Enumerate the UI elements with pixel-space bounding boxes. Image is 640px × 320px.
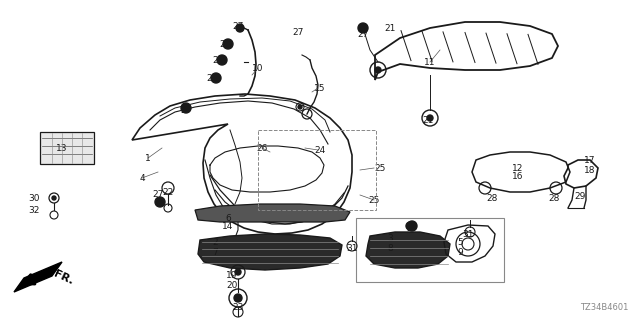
- Polygon shape: [198, 234, 342, 270]
- Circle shape: [181, 103, 191, 113]
- Text: 4: 4: [139, 173, 145, 182]
- Text: 27: 27: [180, 106, 192, 115]
- Text: 27: 27: [220, 39, 230, 49]
- Circle shape: [427, 115, 433, 121]
- Text: 27: 27: [206, 74, 218, 83]
- Bar: [356, 218, 504, 282]
- Text: 27: 27: [406, 223, 418, 233]
- Circle shape: [52, 196, 56, 200]
- Text: 24: 24: [314, 146, 326, 155]
- Text: 9: 9: [457, 247, 463, 257]
- Bar: [40, 132, 94, 164]
- Text: 31: 31: [462, 229, 474, 238]
- Text: 21: 21: [384, 23, 396, 33]
- Text: 28: 28: [548, 194, 560, 203]
- Text: 32: 32: [28, 205, 40, 214]
- Text: 5: 5: [457, 237, 463, 246]
- Text: 10: 10: [252, 63, 264, 73]
- Text: 12: 12: [512, 164, 524, 172]
- Polygon shape: [14, 262, 62, 292]
- Text: 6: 6: [225, 213, 231, 222]
- Text: 31: 31: [346, 244, 358, 252]
- Text: 27: 27: [212, 55, 224, 65]
- Text: 25: 25: [368, 196, 380, 204]
- Circle shape: [234, 294, 242, 302]
- Text: 1: 1: [145, 154, 151, 163]
- Text: 3: 3: [387, 234, 393, 243]
- Text: 27: 27: [357, 29, 369, 38]
- Text: 18: 18: [584, 165, 596, 174]
- Text: 15: 15: [314, 84, 326, 92]
- Circle shape: [298, 105, 302, 109]
- Text: 16: 16: [512, 172, 524, 180]
- Polygon shape: [195, 204, 350, 222]
- Circle shape: [217, 55, 227, 65]
- Text: 28: 28: [486, 194, 498, 203]
- Text: 8: 8: [387, 244, 393, 252]
- Circle shape: [211, 73, 221, 83]
- Polygon shape: [366, 232, 450, 268]
- Circle shape: [223, 39, 233, 49]
- Text: 30: 30: [28, 194, 40, 203]
- Text: 17: 17: [584, 156, 596, 164]
- Text: FR.: FR.: [52, 269, 75, 287]
- Circle shape: [235, 269, 241, 275]
- Text: TZ34B4601: TZ34B4601: [580, 303, 628, 312]
- Circle shape: [375, 67, 381, 73]
- Circle shape: [407, 221, 417, 231]
- Circle shape: [406, 222, 414, 230]
- Circle shape: [358, 23, 368, 33]
- Circle shape: [236, 24, 244, 32]
- Text: 7: 7: [212, 247, 218, 257]
- Text: 14: 14: [222, 221, 234, 230]
- Text: 22: 22: [163, 188, 173, 196]
- Text: 27: 27: [292, 28, 304, 36]
- Text: 27: 27: [232, 21, 244, 30]
- Text: 13: 13: [56, 143, 68, 153]
- Text: 27: 27: [152, 189, 164, 198]
- Text: 20: 20: [227, 282, 237, 291]
- Text: 23: 23: [232, 303, 244, 313]
- Text: 29: 29: [574, 191, 586, 201]
- Text: 19: 19: [227, 271, 237, 281]
- Text: 21: 21: [422, 116, 434, 124]
- Text: 11: 11: [424, 58, 436, 67]
- Text: 2: 2: [212, 237, 218, 246]
- Circle shape: [155, 197, 165, 207]
- Text: 25: 25: [374, 164, 386, 172]
- Text: 26: 26: [256, 143, 268, 153]
- Bar: [258, 130, 376, 210]
